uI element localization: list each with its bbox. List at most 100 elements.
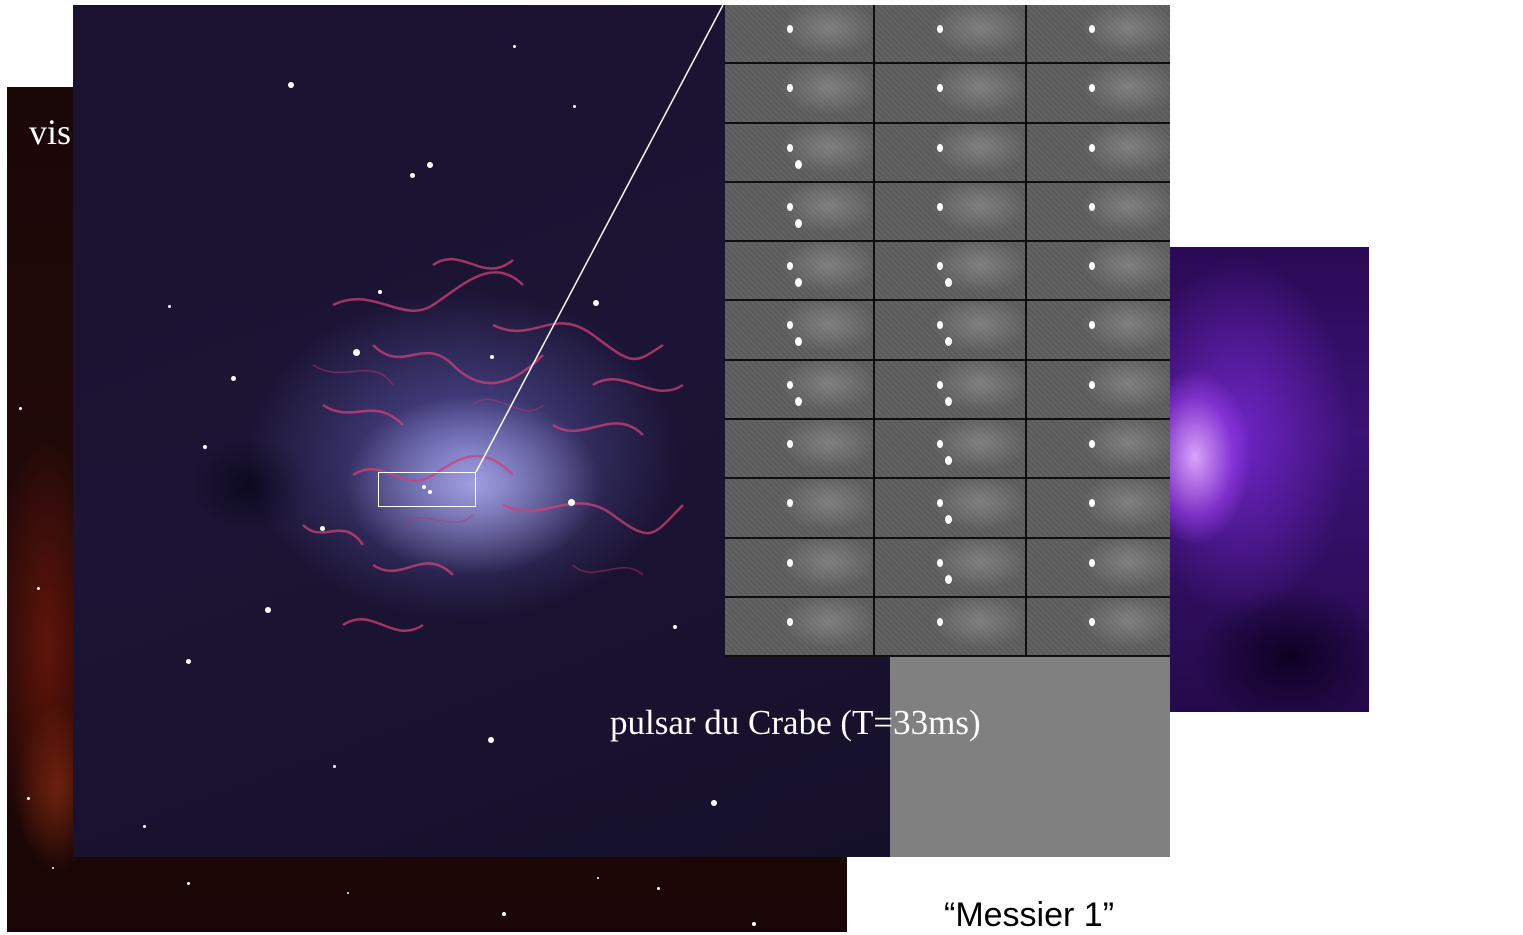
star	[168, 305, 171, 308]
pulsar-frame	[1027, 420, 1170, 478]
pulsar-frame	[875, 123, 1025, 181]
pulsar-dot	[787, 380, 793, 389]
pulsar-pulse-dot	[945, 396, 952, 406]
pulsar-frame	[1027, 182, 1170, 241]
xray-image	[1140, 247, 1369, 712]
caption-panel	[890, 657, 1170, 857]
star	[711, 800, 717, 806]
pulsar-dot	[1089, 25, 1095, 33]
pulsar-pulse-dot	[945, 456, 952, 466]
pulsar-dot	[1089, 143, 1095, 152]
pulsar-frame	[875, 597, 1025, 656]
star	[347, 892, 349, 894]
star	[378, 290, 382, 294]
pulsar-frame	[875, 538, 1025, 596]
pulsar-frame	[1027, 479, 1170, 537]
pulsar-frame	[725, 242, 873, 300]
pulsar-companion-star	[422, 485, 426, 489]
pulsar-dot	[1089, 380, 1095, 389]
pulsar-dot	[787, 143, 793, 152]
pulsar-dot	[937, 143, 943, 152]
pulsar-dot	[937, 558, 943, 567]
pulsar-dot	[937, 617, 943, 626]
pulsar-frame	[875, 420, 1025, 478]
pulsar-caption: pulsar du Crabe (T=33ms)	[610, 703, 981, 742]
pulsar-frame	[875, 479, 1025, 537]
star	[410, 173, 415, 178]
pulsar-pulse-dot	[945, 337, 952, 347]
pulsar-dot	[1089, 440, 1095, 449]
pulsar-frame	[1027, 538, 1170, 596]
pulsar-pulse-dot	[945, 515, 952, 525]
pulsar-frame	[725, 479, 873, 537]
star	[597, 877, 599, 879]
pulsar-dot	[937, 321, 943, 330]
pulsar-dot	[937, 440, 943, 449]
pulsar-dot	[937, 380, 943, 389]
star	[353, 349, 360, 356]
star	[333, 765, 336, 768]
pulsar-frame	[725, 182, 873, 241]
star	[288, 82, 294, 88]
star	[143, 825, 146, 828]
pulsar-pulse-dot	[795, 218, 802, 228]
pulsar-dot	[1089, 262, 1095, 271]
pulsar-frame	[1027, 64, 1170, 122]
star	[27, 797, 30, 800]
visible-label: vis	[29, 112, 72, 152]
pulsar-pulse-dot	[795, 159, 802, 169]
pulsar-frame	[1027, 242, 1170, 300]
pulsar-frame	[725, 360, 873, 419]
pulsar-dot	[937, 499, 943, 508]
pulsar-dot	[937, 262, 943, 271]
pulsar-pulse-dot	[795, 396, 802, 406]
star	[231, 376, 236, 381]
pulsar-dot	[787, 440, 793, 449]
pulsar-dot	[787, 321, 793, 330]
pulsar-dot	[787, 558, 793, 567]
star	[427, 162, 433, 168]
pulsar-dot	[1089, 617, 1095, 626]
pulsar-dot	[787, 84, 793, 93]
pulsar-frame	[875, 360, 1025, 419]
pulsar-dot	[1089, 202, 1095, 211]
star	[657, 887, 660, 890]
pulsar-frame	[725, 5, 873, 63]
pulsar-dot	[1089, 558, 1095, 567]
pulsar-pulse-dot	[795, 337, 802, 347]
pulsar-dot	[787, 617, 793, 626]
pulsar-frames-grid	[725, 5, 1170, 657]
pulsar-frame	[725, 301, 873, 359]
pulsar-frame	[725, 420, 873, 478]
pulsar-frame	[1027, 360, 1170, 419]
star	[488, 737, 494, 743]
pulsar-dot	[937, 25, 943, 33]
pulsar-dot	[787, 202, 793, 211]
pulsar-dot	[1089, 84, 1095, 93]
pulsar-dot	[787, 25, 793, 33]
star	[490, 355, 494, 359]
star	[265, 607, 271, 613]
star	[673, 625, 677, 629]
pulsar-dot	[1089, 499, 1095, 508]
pulsar-pulse-dot	[945, 574, 952, 584]
star	[203, 445, 207, 449]
pulsar-pulse-dot	[795, 278, 802, 288]
pulsar-frame	[875, 64, 1025, 122]
star	[752, 922, 756, 926]
pulsar-frame	[1027, 5, 1170, 63]
messier-caption: “Messier 1”	[944, 896, 1115, 934]
pulsar-pulse-dot	[945, 278, 952, 288]
zoom-region-box	[378, 472, 476, 507]
pulsar-frame	[725, 538, 873, 596]
star	[52, 867, 54, 869]
pulsar-frame	[725, 64, 873, 122]
pulsar-frame	[875, 182, 1025, 241]
pulsar-dot	[937, 202, 943, 211]
star	[37, 587, 40, 590]
pulsar-frame	[875, 5, 1025, 63]
star	[568, 499, 575, 506]
pulsar-dot	[787, 499, 793, 508]
star	[593, 300, 599, 306]
pulsar-frame	[1027, 123, 1170, 181]
